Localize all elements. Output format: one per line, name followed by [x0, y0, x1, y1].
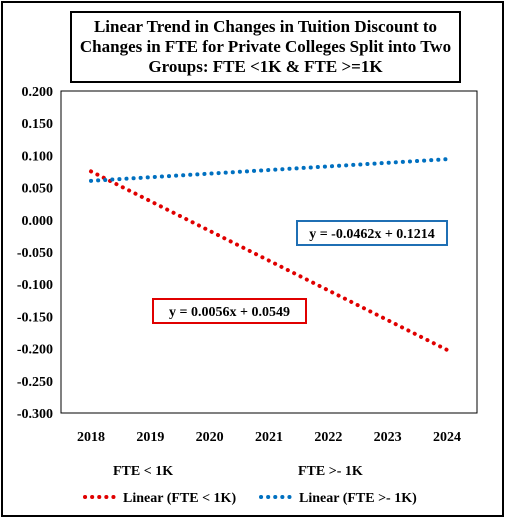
x-tick-label: 2019 — [136, 430, 164, 445]
x-tick-label: 2018 — [77, 430, 105, 445]
y-tick-label: -0.200 — [17, 343, 53, 358]
plot-area — [60, 90, 478, 414]
equation-label: y = 0.0056x + 0.0549 — [169, 305, 290, 320]
x-tick-label: 2022 — [314, 430, 342, 445]
legend-group-label: FTE >- 1K — [298, 464, 363, 479]
y-tick-label: 0.000 — [22, 214, 54, 229]
legend-group-label: FTE < 1K — [113, 464, 173, 479]
y-tick-label: 0.100 — [22, 149, 54, 164]
x-tick-label: 2020 — [196, 430, 224, 445]
y-tick-label: 0.200 — [22, 85, 54, 100]
y-tick-label: 0.150 — [22, 117, 54, 132]
equation-box — [152, 298, 307, 324]
x-tick-label: 2024 — [433, 430, 461, 445]
y-tick-label: -0.150 — [17, 310, 53, 325]
legend-entry: Linear (FTE >- 1K) — [299, 491, 417, 506]
y-tick-label: -0.250 — [17, 375, 53, 390]
series-line-fte-over-1k — [89, 157, 449, 183]
x-tick-label: 2021 — [255, 430, 283, 445]
chart-svg: 0.200 0.150 0.100 0.050 0.000 -0.050 -0.100 -0.… — [17, 85, 478, 506]
y-tick-label: -0.300 — [17, 407, 53, 422]
y-tick-label: -0.100 — [17, 278, 53, 293]
equation-box — [296, 220, 448, 246]
series-line-fte-under-1k — [89, 169, 449, 352]
chart-title: Linear Trend in Changes in Tuition Disco… — [70, 11, 461, 83]
equation-label: y = -0.0462x + 0.1214 — [309, 227, 435, 242]
legend-entry: Linear (FTE < 1K) — [123, 491, 236, 506]
y-tick-label: 0.050 — [22, 182, 54, 197]
x-tick-label: 2023 — [374, 430, 402, 445]
y-tick-label: -0.050 — [17, 246, 53, 261]
